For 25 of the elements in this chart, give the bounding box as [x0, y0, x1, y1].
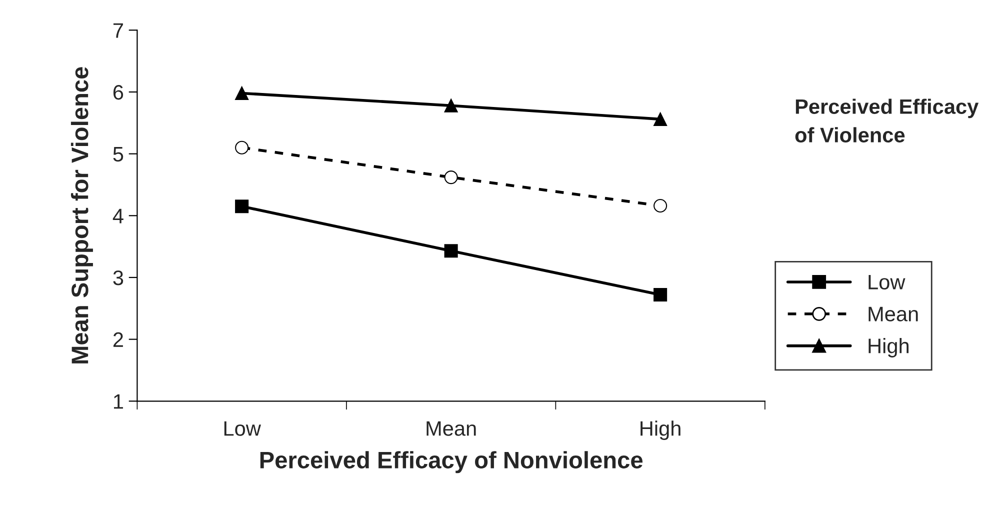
x-tick-label: High [640, 420, 680, 440]
x-axis-title: Perceived Efficacy of Nonviolence [260, 451, 643, 474]
y-tick-label: 4 [112, 208, 124, 224]
point [235, 140, 249, 154]
point [654, 198, 668, 213]
y-tick-label: 6 [113, 84, 124, 100]
y-tick-label: 3 [113, 270, 124, 286]
x-tick-label: Low [224, 421, 261, 436]
point [444, 170, 458, 184]
legend-label: Mean [868, 306, 918, 322]
y-tick-label: 5 [113, 147, 124, 162]
point [444, 244, 458, 258]
y-tick-label: 7 [113, 23, 123, 38]
x-tick-label: Mean [426, 421, 476, 436]
legend-label: High [868, 338, 909, 358]
y-tick-label: 2 [113, 332, 123, 347]
point [444, 98, 458, 112]
point [654, 288, 668, 302]
legend-title: Perceived Efficacy of Violence [795, 98, 979, 142]
y-axis-title: Mean Support for Violence [70, 67, 93, 364]
point [235, 86, 249, 100]
legend-label: Low [868, 274, 906, 290]
point [235, 200, 249, 214]
point [654, 112, 668, 126]
y-tick-label: 1 [114, 394, 123, 409]
